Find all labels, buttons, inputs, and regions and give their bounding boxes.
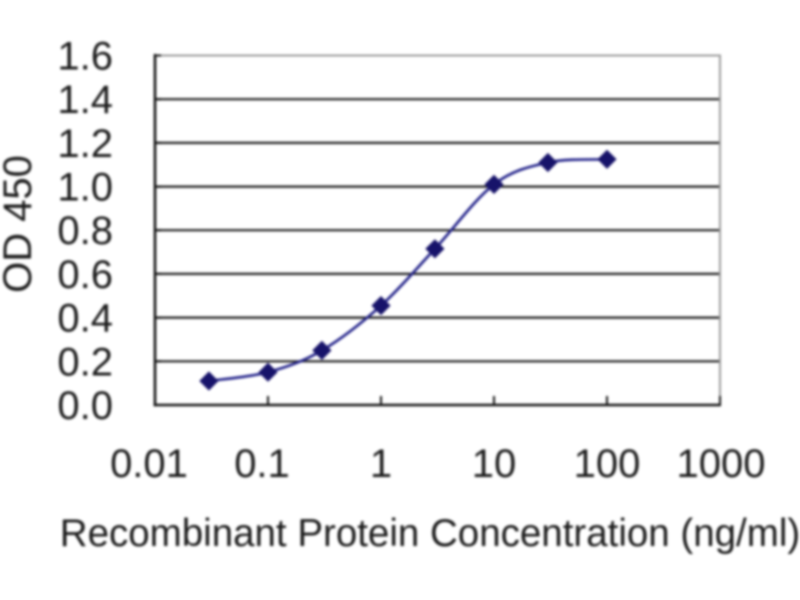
svg-text:10: 10 [472, 442, 517, 486]
svg-text:1000: 1000 [677, 442, 766, 486]
svg-text:1.4: 1.4 [57, 78, 113, 122]
svg-text:100: 100 [574, 442, 641, 486]
svg-text:0.0: 0.0 [57, 384, 113, 428]
svg-text:0.6: 0.6 [57, 253, 113, 297]
svg-text:0.4: 0.4 [57, 297, 113, 341]
svg-text:1.0: 1.0 [57, 166, 113, 210]
svg-text:0.01: 0.01 [110, 442, 188, 486]
svg-text:0.8: 0.8 [57, 209, 113, 253]
svg-text:OD 450: OD 450 [0, 155, 40, 293]
svg-text:1.6: 1.6 [57, 35, 113, 79]
svg-text:Recombinant Protein Concentrat: Recombinant Protein Concentration (ng/ml… [60, 512, 800, 555]
svg-text:0.1: 0.1 [234, 442, 290, 486]
svg-text:1: 1 [370, 442, 392, 486]
svg-text:0.2: 0.2 [57, 340, 113, 384]
svg-text:1.2: 1.2 [57, 122, 113, 166]
